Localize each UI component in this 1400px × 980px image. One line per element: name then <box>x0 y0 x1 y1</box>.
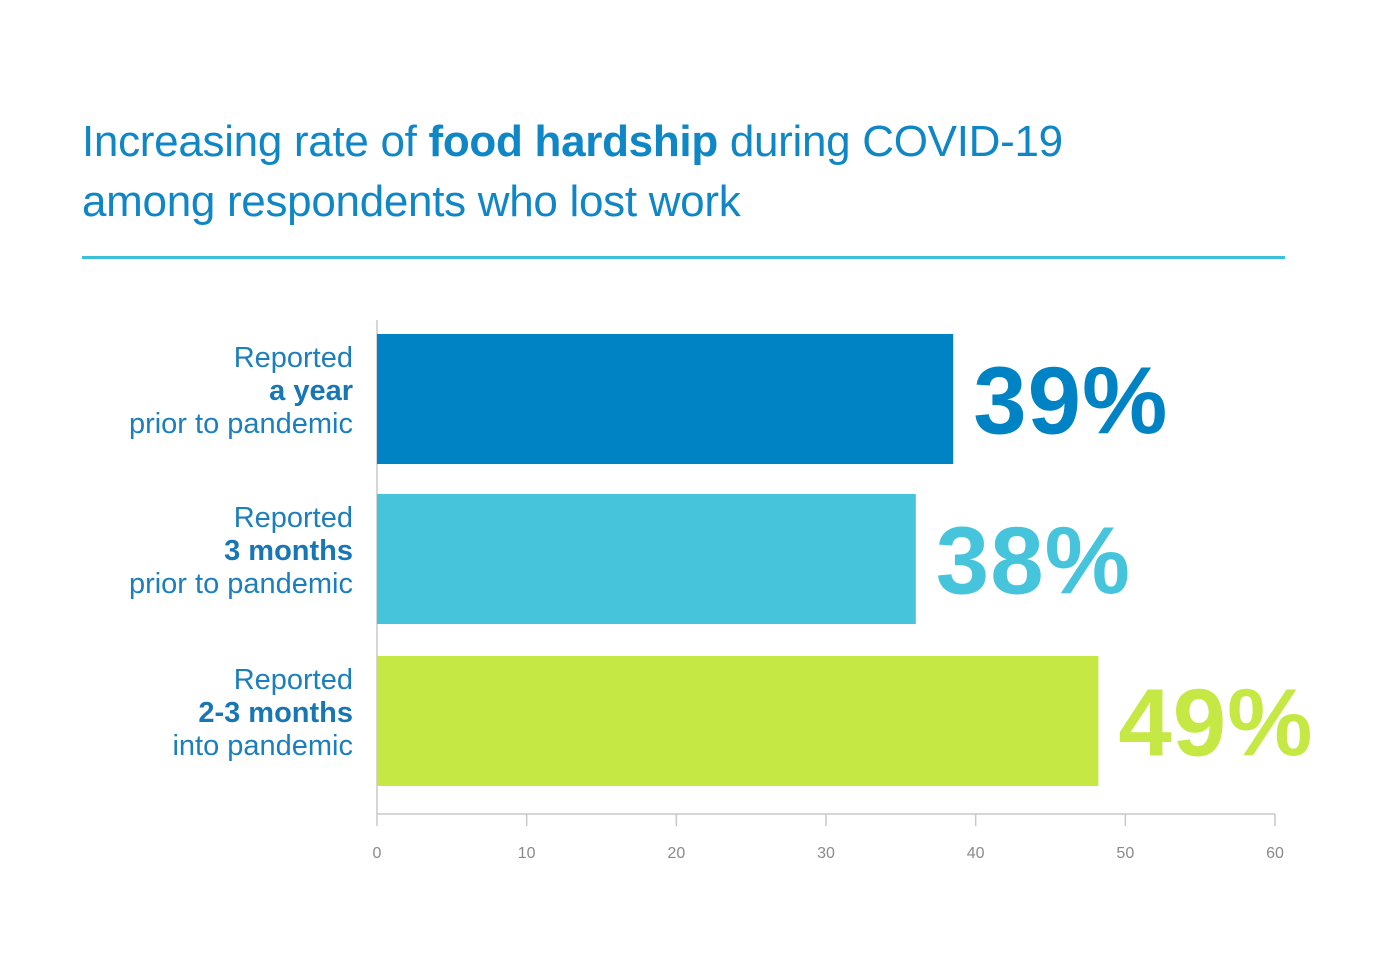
value-label: 38% <box>936 508 1131 615</box>
title-bold: food hardship <box>428 117 719 166</box>
x-tick-label: 30 <box>817 845 835 862</box>
category-label-line2: 2-3 months <box>198 697 353 729</box>
category-label-line3: prior to pandemic <box>129 568 353 600</box>
category-label-line3: into pandemic <box>172 730 353 762</box>
category-label-line2: 3 months <box>224 535 353 567</box>
title-divider <box>82 256 1285 259</box>
title-prefix: Increasing rate of <box>82 117 429 166</box>
category-label-line3: prior to pandemic <box>129 408 353 440</box>
category-label-line2: a year <box>269 375 353 407</box>
bar <box>377 656 1099 786</box>
x-tick-label: 50 <box>1116 845 1134 862</box>
bar <box>377 334 954 464</box>
bar <box>377 494 916 624</box>
value-label: 39% <box>973 348 1168 455</box>
x-tick-label: 60 <box>1266 845 1284 862</box>
x-tick-label: 40 <box>967 845 985 862</box>
x-tick-label: 10 <box>518 845 536 862</box>
chart-title: Increasing rate of food hardship during … <box>82 112 1282 232</box>
category-label-line1: Reported <box>234 342 353 374</box>
title-suffix: during COVID-19 <box>717 117 1063 166</box>
value-label: 49% <box>1118 670 1313 777</box>
title-line2: among respondents who lost work <box>82 177 741 226</box>
category-label-line1: Reported <box>234 502 353 534</box>
x-tick-label: 20 <box>667 845 685 862</box>
x-tick-label: 0 <box>373 845 382 862</box>
category-label-line1: Reported <box>234 664 353 696</box>
